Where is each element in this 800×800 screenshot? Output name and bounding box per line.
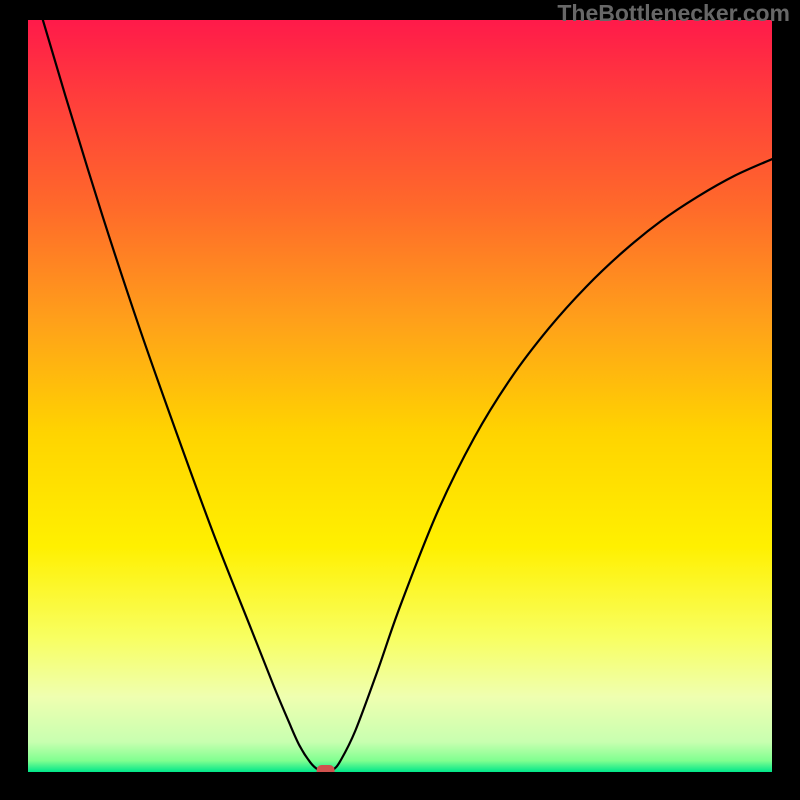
gradient-background [28,20,772,772]
chart-container: TheBottlenecker.com [0,0,800,800]
min-marker [317,765,335,772]
watermark-label: TheBottlenecker.com [557,0,790,27]
chart-svg [28,20,772,772]
plot-area [28,20,772,772]
